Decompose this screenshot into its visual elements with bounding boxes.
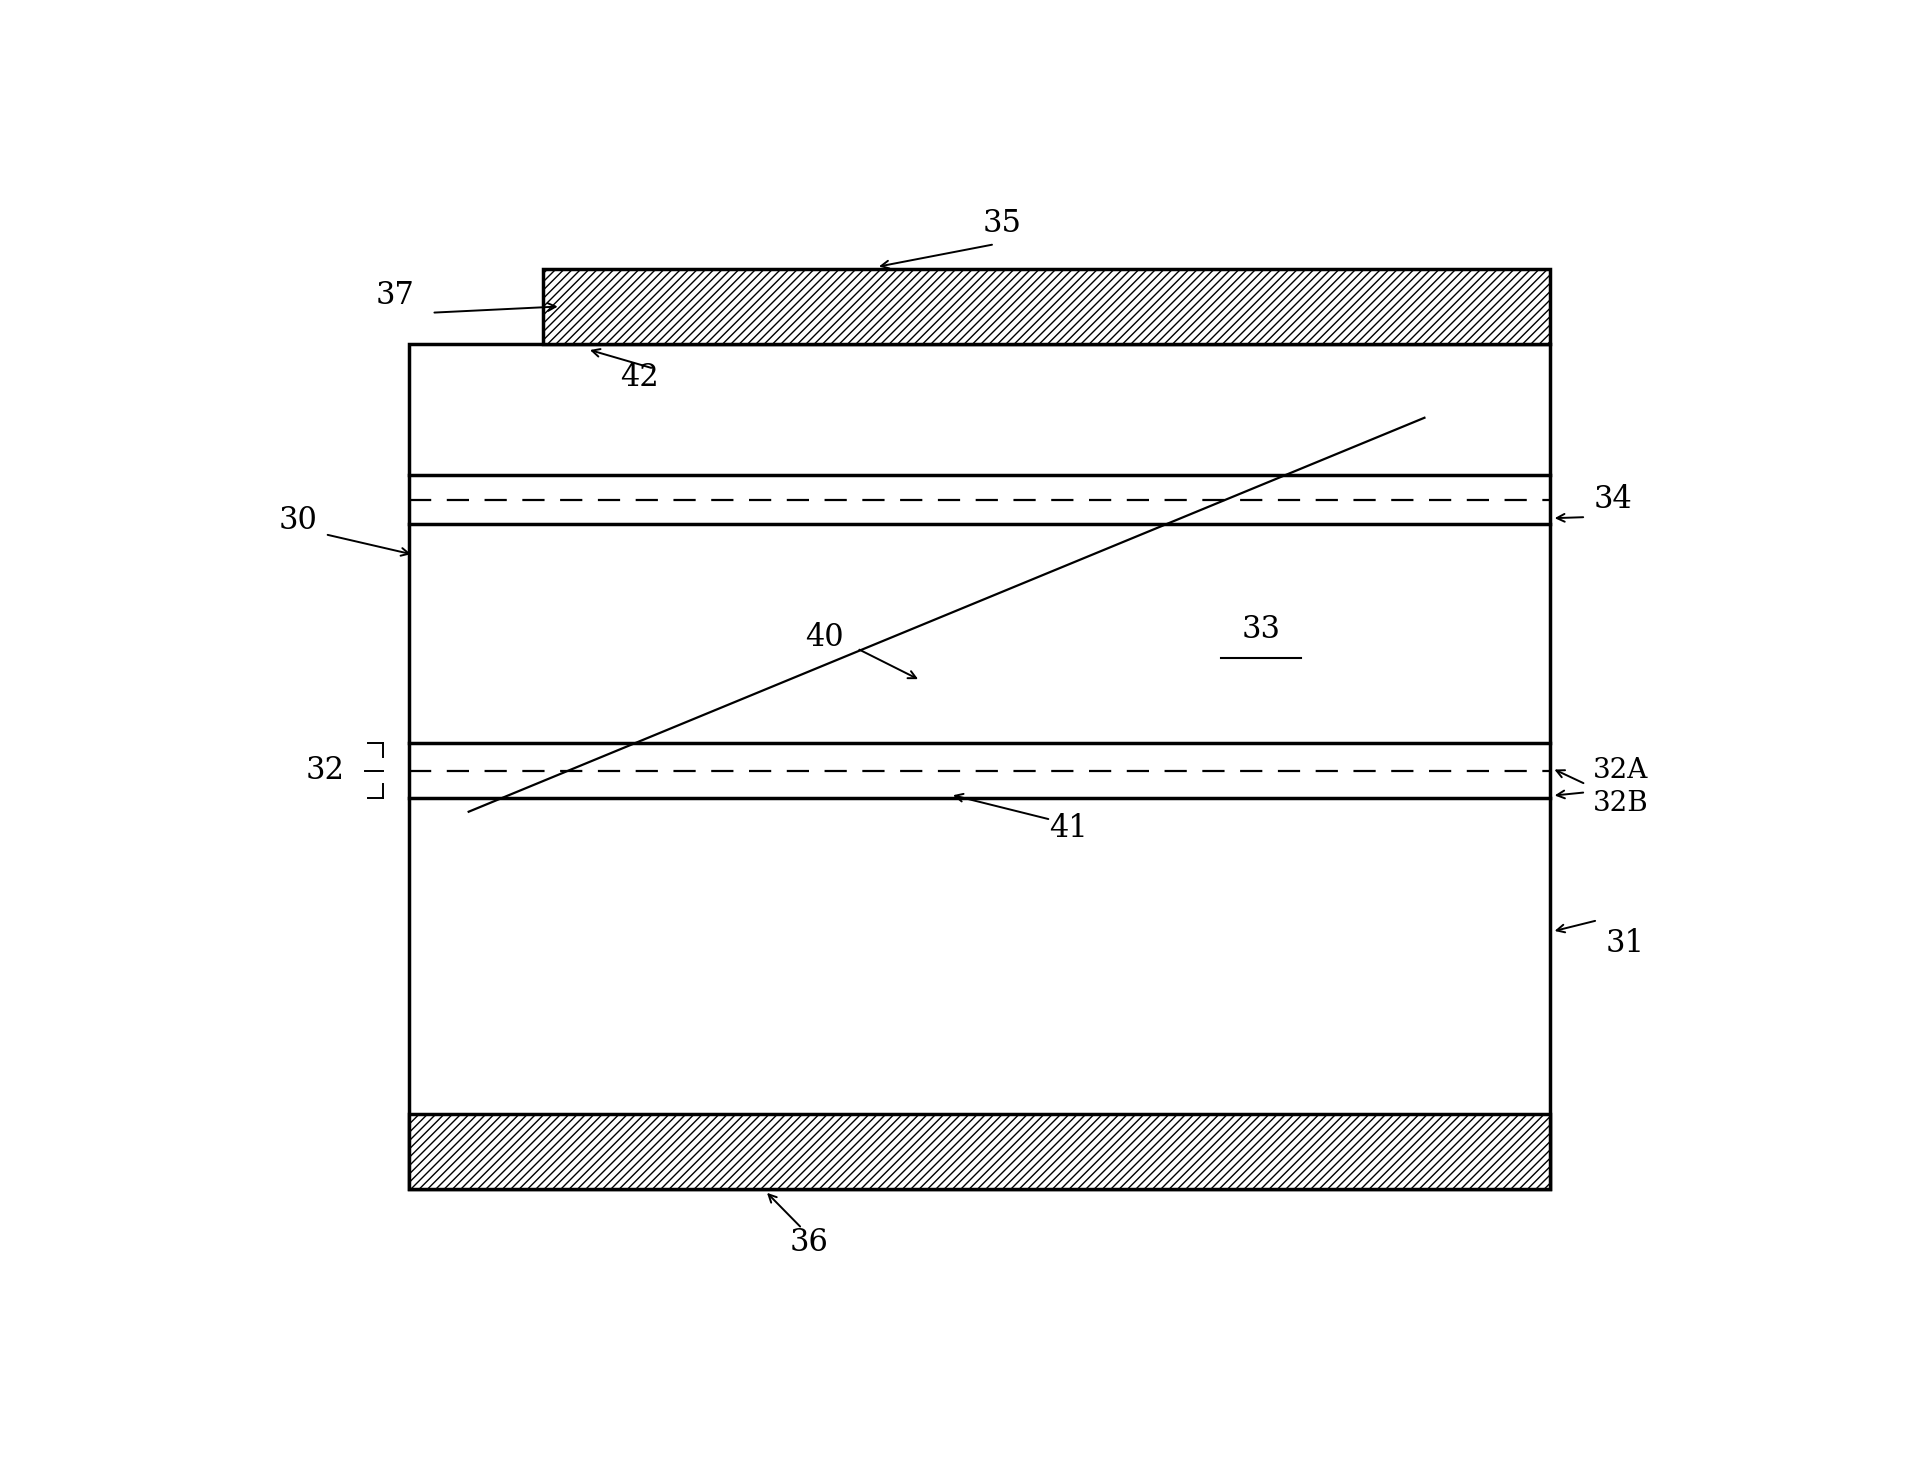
Text: 32A: 32A [1593, 758, 1648, 785]
Text: 31: 31 [1606, 927, 1644, 958]
Text: 41: 41 [1050, 813, 1088, 844]
Text: 32: 32 [306, 755, 344, 786]
Text: 32B: 32B [1593, 790, 1650, 817]
Bar [409, 1114, 1551, 1188]
Text: 42: 42 [619, 362, 658, 393]
Bar [543, 270, 1551, 344]
Text: 30: 30 [279, 506, 317, 535]
Text: 34: 34 [1593, 485, 1633, 516]
Text: 35: 35 [983, 208, 1021, 239]
Text: 40: 40 [805, 621, 843, 653]
Text: 36: 36 [790, 1226, 830, 1258]
Text: 37: 37 [375, 280, 415, 311]
Bar [409, 344, 1551, 1188]
Text: 33: 33 [1243, 614, 1281, 645]
